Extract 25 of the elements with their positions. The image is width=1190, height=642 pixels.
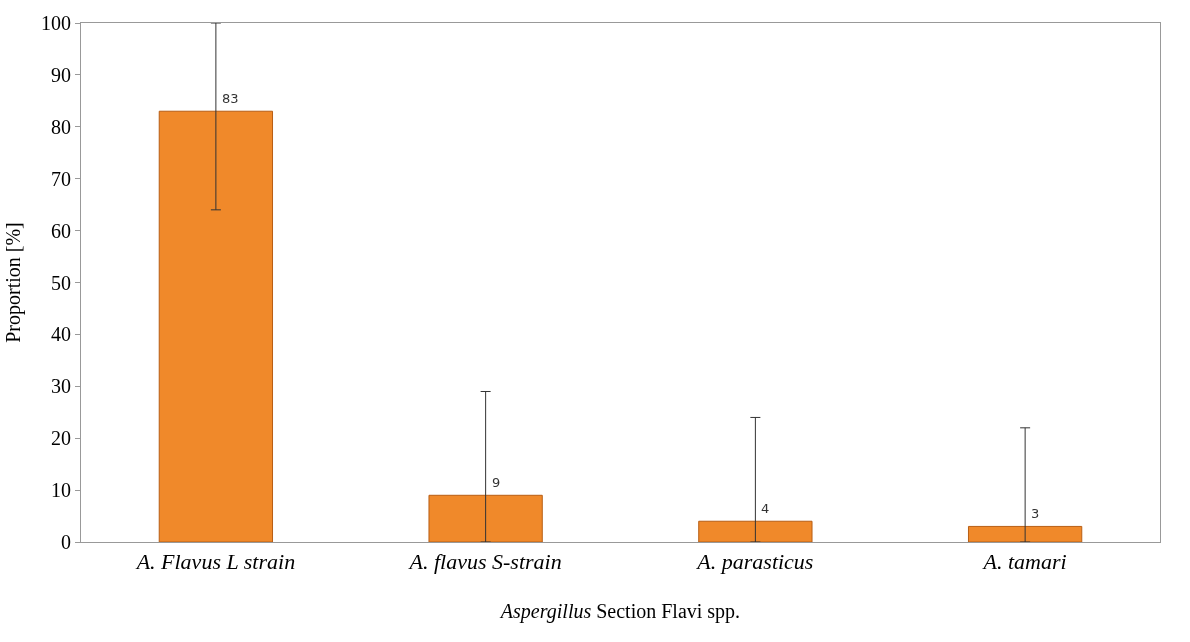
data-label: 3 [1031,506,1040,521]
x-tick-label: A. flavus S-strain [407,549,562,575]
bar [698,520,813,542]
y-tick-label: 30 [51,375,71,398]
x-tick-label: A. tamari [981,549,1067,575]
y-tick-label: 0 [61,531,71,553]
y-tick-label: 20 [51,427,71,450]
data-label: 83 [222,91,239,106]
y-tick-label: 80 [51,115,71,138]
y-tick-label: 100 [41,12,71,34]
y-axis-title: Proportion [%] [1,222,25,343]
x-tick-label: A. parasticus [695,549,814,575]
y-tick-label: 10 [51,479,71,502]
bar [428,494,543,542]
bar [967,525,1083,542]
y-tick-label: 70 [51,167,71,190]
data-label: 9 [492,475,501,490]
y-tick-label: 60 [51,219,71,242]
x-tick-label: A. Flavus L strain [134,549,296,575]
y-tick-label: 40 [51,323,71,346]
y-tick-label: 90 [51,63,71,86]
x-axis-title: Aspergillus Section Flavi spp. [498,599,741,623]
bar [158,110,274,542]
data-label: 4 [761,501,770,516]
y-tick-label: 50 [51,271,71,294]
